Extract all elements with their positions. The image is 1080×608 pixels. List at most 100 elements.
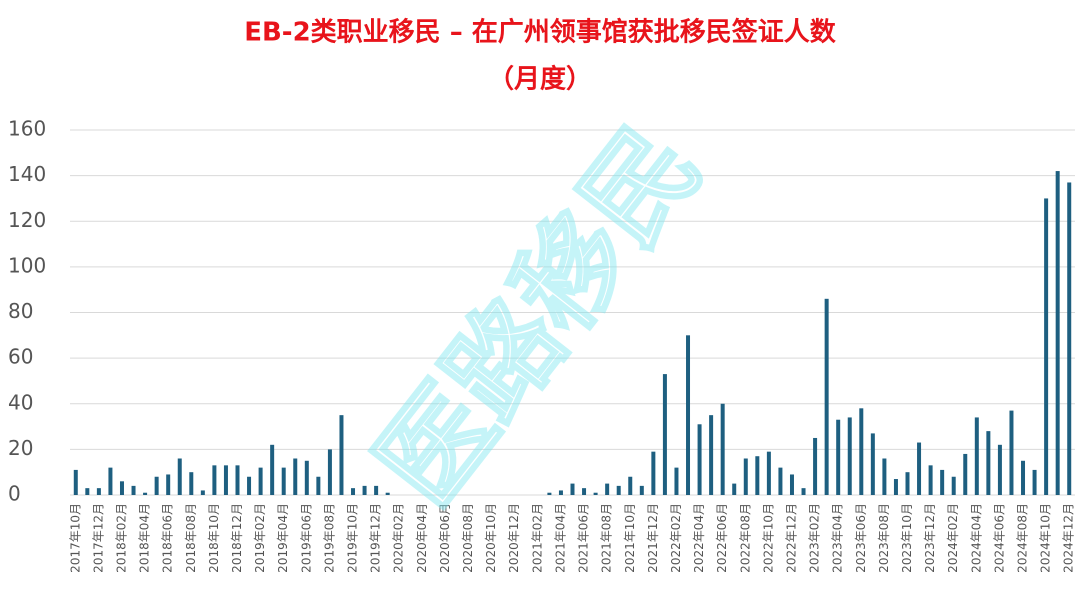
bar [108, 467, 113, 495]
bar [755, 456, 760, 495]
bar [963, 453, 968, 495]
x-tick-label: 2022年08月 [738, 503, 752, 573]
bar [893, 479, 898, 495]
bar [73, 469, 78, 495]
bar [639, 485, 644, 495]
x-tick-label: 2023年06月 [854, 503, 868, 573]
x-tick-label: 2024年02月 [946, 503, 960, 573]
y-tick-label: 20 [8, 436, 33, 460]
bar [582, 488, 587, 495]
x-tick-label: 2023年04月 [831, 503, 845, 573]
x-tick-label: 2024年10月 [1039, 503, 1053, 573]
x-tick-label: 2018年04月 [138, 503, 152, 573]
y-tick-label: 120 [8, 208, 46, 232]
x-tick-label: 2019年08月 [322, 503, 336, 573]
x-tick-label: 2023年08月 [877, 503, 891, 573]
bar [351, 488, 356, 495]
bar [917, 442, 922, 495]
x-tick-label: 2020年08月 [461, 503, 475, 573]
x-tick-label: 2023年02月 [808, 503, 822, 573]
x-tick-label: 2019年02月 [253, 503, 267, 573]
x-tick-label: 2022年06月 [715, 503, 729, 573]
bar [743, 458, 748, 495]
x-tick-label: 2018年02月 [114, 503, 128, 573]
chart-title: EB-2类职业移民 – 在广州领事馆获批移民签证人数 [244, 17, 837, 48]
x-tick-label: 2018年10月 [207, 503, 221, 573]
bar [189, 472, 194, 495]
bar [593, 492, 598, 495]
bar [1044, 198, 1049, 495]
x-tick-label: 2021年06月 [577, 503, 591, 573]
bar [1067, 182, 1072, 495]
bar [905, 472, 910, 495]
x-tick-label: 2022年04月 [692, 503, 706, 573]
bar [732, 483, 737, 495]
bar [327, 449, 332, 495]
bar [709, 415, 714, 495]
bar [1021, 460, 1026, 495]
x-tick-label: 2019年06月 [299, 503, 313, 573]
bar [270, 444, 275, 495]
bar [651, 451, 656, 495]
bar [212, 465, 217, 495]
x-tick-label: 2018年06月 [161, 503, 175, 573]
y-tick-label: 0 [8, 482, 21, 506]
x-tick-label: 2019年12月 [369, 503, 383, 573]
y-tick-label: 40 [8, 390, 33, 414]
bar [870, 433, 875, 495]
x-tick-label: 2024年12月 [1062, 503, 1076, 573]
x-tick-label: 2020年12月 [507, 503, 521, 573]
bar [385, 492, 390, 495]
bar [940, 469, 945, 495]
bar [882, 458, 887, 495]
x-tick-label: 2019年10月 [346, 503, 360, 573]
x-tick-label: 2017年12月 [91, 503, 105, 573]
bar [281, 467, 286, 495]
x-tick-label: 2021年02月 [530, 503, 544, 573]
bar [928, 465, 933, 495]
bar [628, 476, 633, 495]
bar [570, 483, 575, 495]
x-tick-label: 2021年10月 [623, 503, 637, 573]
x-tick-label: 2022年10月 [761, 503, 775, 573]
bar [119, 481, 124, 495]
x-tick-label: 2018年08月 [184, 503, 198, 573]
x-tick-label: 2022年02月 [669, 503, 683, 573]
bar [374, 485, 379, 495]
bar [1032, 469, 1037, 495]
x-tick-label: 2019年04月 [276, 503, 290, 573]
bar [697, 424, 702, 495]
bar [166, 474, 171, 495]
bar [223, 465, 228, 495]
x-tick-label: 2024年04月 [969, 503, 983, 573]
x-tick-label: 2021年04月 [553, 503, 567, 573]
x-tick-label: 2024年08月 [1016, 503, 1030, 573]
bar [951, 476, 956, 495]
y-tick-label: 100 [8, 253, 46, 277]
bar [247, 476, 252, 495]
bar [362, 485, 367, 495]
bar [339, 415, 344, 495]
x-tick-label: 2021年08月 [600, 503, 614, 573]
x-tick-label: 2023年12月 [923, 503, 937, 573]
chart-subtitle: （月度） [488, 64, 592, 95]
x-tick-label: 2020年10月 [484, 503, 498, 573]
y-tick-label: 160 [8, 117, 46, 141]
bar [96, 488, 101, 495]
bar [177, 458, 182, 495]
bar [1055, 171, 1060, 495]
x-tick-label: 2018年12月 [230, 503, 244, 573]
bar [558, 490, 563, 495]
bar [824, 298, 829, 495]
x-tick-label: 2020年06月 [438, 503, 452, 573]
y-tick-label: 80 [8, 299, 33, 323]
bar [997, 444, 1002, 495]
x-tick-label: 2017年10月 [68, 503, 82, 573]
bar [674, 467, 679, 495]
bar [1009, 410, 1014, 495]
bar [143, 492, 148, 495]
bar [616, 485, 621, 495]
bar [200, 490, 205, 495]
bar [766, 451, 771, 495]
